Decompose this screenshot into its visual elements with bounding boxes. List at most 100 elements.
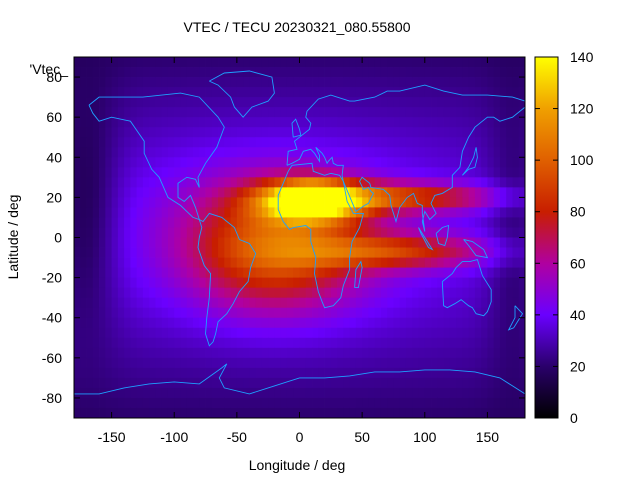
heat-cell (286, 157, 294, 168)
heat-cell (274, 287, 282, 299)
heat-cell (418, 337, 426, 349)
heat-cell (218, 57, 225, 68)
heat-cell (343, 67, 351, 78)
heat-cell (424, 157, 432, 168)
heat-cell (368, 107, 376, 118)
heat-cell (418, 307, 426, 319)
heat-cell (199, 57, 206, 68)
heat-cell (349, 217, 357, 228)
heat-cell (117, 357, 125, 369)
heatmap-cells (74, 57, 526, 419)
heat-cell (280, 57, 288, 68)
heat-cell (268, 357, 275, 369)
heat-cell (155, 277, 163, 289)
heat-cell (431, 317, 438, 329)
heat-cell (99, 327, 106, 339)
heat-cell (337, 237, 344, 248)
heat-cell (399, 277, 407, 289)
heat-cell (74, 377, 81, 389)
heat-cell (449, 247, 457, 258)
heat-cell (274, 347, 282, 359)
heat-cell (343, 297, 351, 309)
heat-cell (224, 157, 231, 168)
heat-cell (443, 197, 451, 208)
heat-cell (230, 387, 238, 399)
heat-cell (180, 347, 188, 359)
heat-cell (318, 297, 325, 309)
heat-cell (111, 327, 119, 339)
heat-cell (305, 337, 313, 349)
heat-cell (193, 207, 200, 218)
heat-cell (236, 207, 244, 218)
heat-cell (167, 347, 175, 359)
heat-cell (74, 247, 81, 258)
heat-cell (506, 177, 513, 188)
heat-cell (449, 97, 457, 108)
heat-cell (506, 337, 513, 349)
heat-cell (387, 377, 394, 389)
heat-cell (80, 157, 87, 168)
heat-cell (337, 377, 344, 389)
heat-cell (337, 307, 344, 319)
heat-cell (86, 227, 94, 238)
heat-cell (218, 317, 225, 329)
heat-cell (243, 97, 250, 108)
sumatra-borneo-coast (418, 227, 434, 251)
heat-cell (431, 67, 438, 78)
heat-cell (493, 337, 501, 349)
heat-cell (117, 237, 125, 248)
heat-cell (487, 347, 495, 359)
heat-cell (161, 227, 169, 238)
heat-cell (456, 347, 463, 359)
heat-cell (362, 127, 369, 138)
heat-cell (468, 357, 476, 369)
heat-cell (305, 407, 313, 419)
heat-cell (186, 117, 194, 128)
heat-cell (211, 77, 219, 88)
heat-cell (205, 377, 213, 389)
heat-cell (405, 267, 413, 279)
heat-cell (199, 197, 206, 208)
heat-cell (286, 147, 294, 158)
heat-cell (387, 277, 394, 289)
heat-cell (424, 297, 432, 309)
heat-cell (493, 307, 501, 319)
heat-cell (493, 147, 501, 158)
heat-cell (437, 297, 444, 309)
heat-cell (205, 277, 213, 289)
heat-cell (224, 177, 231, 188)
heat-cell (286, 107, 294, 118)
heat-cell (418, 197, 426, 208)
heat-cell (418, 237, 426, 248)
heat-cell (124, 327, 131, 339)
heat-cell (355, 167, 363, 178)
heat-cell (374, 107, 382, 118)
heat-cell (299, 367, 307, 379)
heat-cell (374, 117, 382, 128)
heat-cell (362, 107, 369, 118)
heat-cell (224, 267, 231, 279)
heat-cell (255, 187, 263, 198)
heat-cell (293, 87, 300, 98)
heat-cell (499, 177, 507, 188)
heat-cell (280, 147, 288, 158)
heat-cell (74, 167, 81, 178)
heat-cell (468, 237, 476, 248)
heat-cell (130, 187, 138, 198)
heat-cell (312, 237, 319, 248)
heat-cell (261, 277, 269, 289)
heat-cell (362, 117, 369, 128)
heat-cell (468, 217, 476, 228)
heat-cell (105, 297, 112, 309)
heat-cell (474, 377, 482, 389)
heat-cell (431, 357, 438, 369)
heat-cell (293, 407, 300, 419)
heat-cell (412, 107, 419, 118)
heat-cell (280, 267, 288, 279)
heat-cell (74, 387, 81, 399)
heat-cell (136, 277, 144, 289)
heat-cell (161, 397, 169, 409)
heat-cell (443, 187, 451, 198)
heat-cell (261, 77, 269, 88)
heat-cell (349, 367, 357, 379)
